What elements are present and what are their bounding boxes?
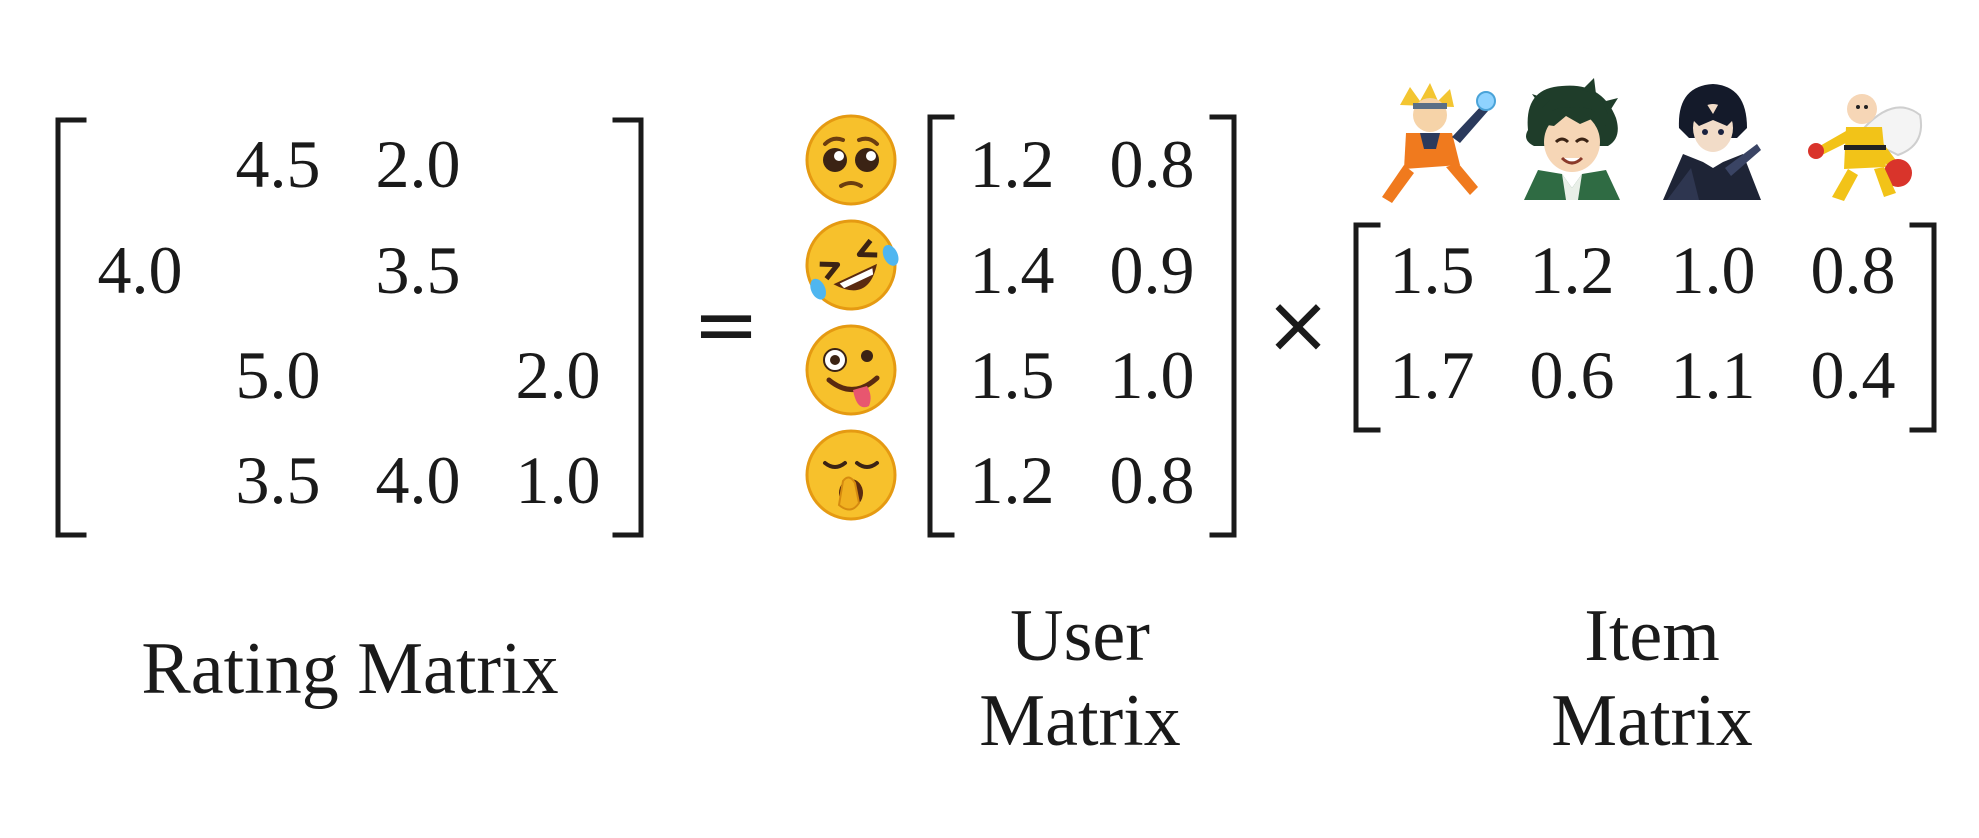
item-cell-r1c2: 1.2 [1530, 232, 1615, 308]
equals-sign: = [692, 278, 759, 371]
user-cell-r1c2: 0.8 [1110, 126, 1195, 202]
user-cell-r3c2: 1.0 [1110, 337, 1195, 413]
user-matrix-left-bracket [927, 114, 955, 538]
user-cell-r1c1: 1.2 [970, 126, 1055, 202]
item-matrix: 1.5 1.2 1.0 0.8 1.7 0.6 1.1 0.4 [1390, 232, 1896, 413]
rating-cell-r2c3: 3.5 [376, 232, 461, 308]
rating-matrix-caption: Rating Matrix [141, 628, 558, 710]
rating-matrix: 4.5 2.0 4.0 3.5 5.0 2.0 3.5 4.0 1.0 [98, 126, 601, 518]
rating-cell-r4c4: 1.0 [516, 442, 601, 518]
rating-cell-r4c3: 4.0 [376, 442, 461, 518]
times-sign: × [1264, 278, 1331, 371]
yawning-face-emoji [805, 429, 897, 521]
item-matrix-right-bracket [1909, 222, 1937, 433]
saitama-character-icon [1808, 94, 1922, 201]
item-cell-r1c3: 1.0 [1671, 232, 1756, 308]
user-cell-r3c1: 1.5 [970, 337, 1055, 413]
item-cell-r2c4: 0.4 [1811, 337, 1896, 413]
user-cell-r2c2: 0.9 [1110, 232, 1195, 308]
item-matrix-caption-line1: Item [1584, 595, 1720, 677]
kirito-character-icon [1663, 84, 1761, 200]
pleading-face-emoji [805, 114, 897, 206]
item-cell-r2c2: 0.6 [1530, 337, 1615, 413]
user-matrix-caption-line1: User [1010, 595, 1150, 677]
user-matrix-caption-line2: Matrix [979, 680, 1180, 762]
user-cell-r4c1: 1.2 [970, 442, 1055, 518]
rating-cell-r4c2: 3.5 [236, 442, 321, 518]
rating-cell-r3c4: 2.0 [516, 337, 601, 413]
user-matrix-right-bracket [1209, 114, 1237, 538]
rating-matrix-left-bracket [55, 117, 87, 538]
user-cell-r2c1: 1.4 [970, 232, 1055, 308]
rating-cell-r3c2: 5.0 [236, 337, 321, 413]
item-cell-r2c1: 1.7 [1390, 337, 1475, 413]
user-cell-r4c2: 0.8 [1110, 442, 1195, 518]
item-matrix-caption-line2: Matrix [1551, 680, 1752, 762]
item-cell-r2c3: 1.1 [1671, 337, 1756, 413]
deku-character-icon [1524, 78, 1620, 200]
item-cell-r1c4: 0.8 [1811, 232, 1896, 308]
item-matrix-left-bracket [1353, 222, 1381, 433]
item-cell-r1c1: 1.5 [1390, 232, 1475, 308]
naruto-character-icon [1382, 83, 1496, 203]
rating-cell-r1c2: 4.5 [236, 126, 321, 202]
rolling-on-floor-laughing-emoji [805, 219, 899, 311]
rating-matrix-right-bracket [612, 117, 644, 538]
rating-cell-r1c3: 2.0 [376, 126, 461, 202]
rating-cell-r2c1: 4.0 [98, 232, 183, 308]
zany-face-emoji [805, 324, 897, 416]
user-matrix: 1.2 0.8 1.4 0.9 1.5 1.0 1.2 0.8 [970, 126, 1195, 518]
